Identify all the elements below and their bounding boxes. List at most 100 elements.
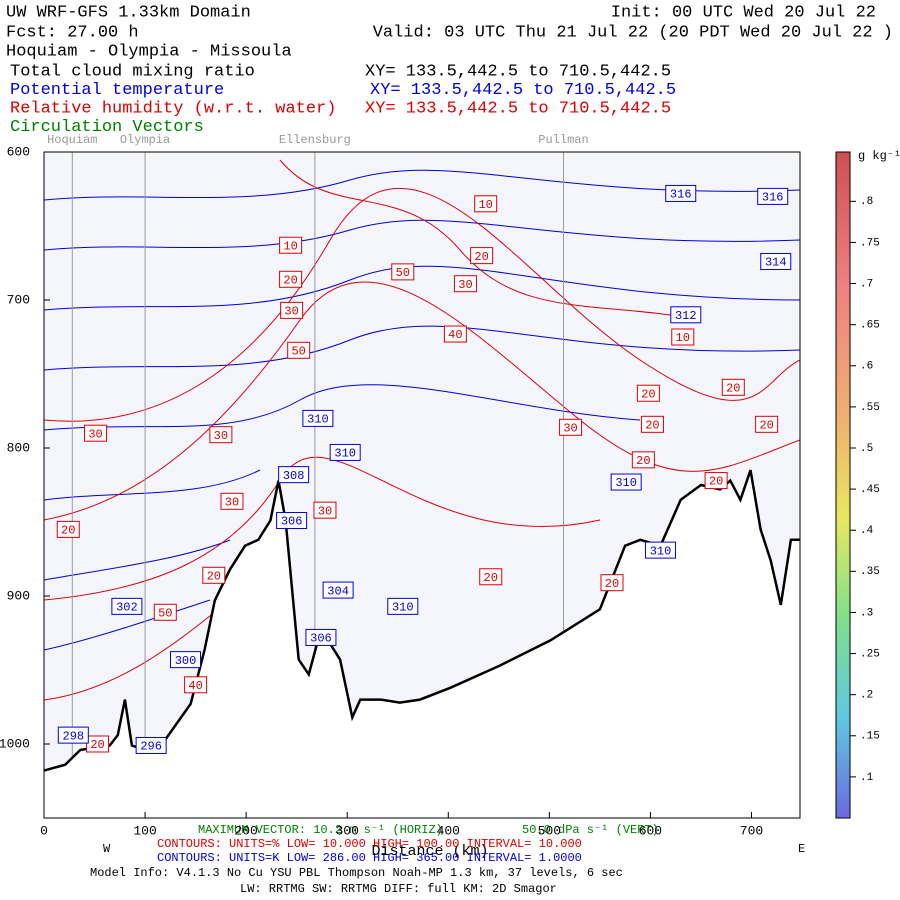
colorbar-tick-label: .3	[860, 607, 873, 619]
colorbar-tick-label: .35	[860, 566, 880, 578]
colorbar-tick-label: .15	[860, 731, 880, 743]
contour-label-box	[721, 378, 745, 396]
contour-label-box	[209, 426, 233, 444]
contour-label-text: 316	[670, 188, 692, 202]
contour-label-text: 20	[645, 418, 659, 432]
contour-label-box	[56, 520, 80, 538]
west-label: W	[103, 842, 111, 856]
y-tick-label: 700	[7, 292, 30, 307]
contour-label: 304	[322, 581, 354, 599]
colorbar	[835, 151, 851, 819]
contour-label-text: 50	[291, 344, 305, 358]
contour-label: 10	[279, 236, 303, 254]
contour-label: 20	[631, 451, 655, 469]
theta-contours: CONTOURS: UNITS=K LOW= 286.00 HIGH= 365.…	[157, 851, 582, 865]
contour-label-box	[329, 443, 361, 461]
contour-label-box	[443, 325, 467, 343]
contour-label-text: 30	[214, 429, 228, 443]
contour-label-box	[313, 501, 337, 519]
contour-label-box	[479, 568, 503, 586]
contour-label: 20	[56, 520, 80, 538]
contour-label-text: 10	[478, 198, 492, 212]
contour-label-box	[280, 301, 304, 319]
contour-label: 20	[86, 735, 110, 753]
contour-label-text: 20	[726, 381, 740, 395]
contour-label: 40	[443, 325, 467, 343]
contour-label-text: 20	[484, 571, 498, 585]
contour-label-text: 310	[650, 544, 672, 558]
fcst: Fcst: 27.00 h	[6, 23, 139, 42]
contour-label-text: 20	[636, 454, 650, 468]
contour-label-text: 306	[281, 515, 303, 529]
contour-label: 30	[453, 275, 477, 293]
contour-label: 306	[305, 628, 337, 646]
plot-frame	[43, 151, 801, 819]
field-name: Total cloud mixing ratio	[10, 62, 255, 81]
contour-label-box	[302, 409, 334, 427]
contour-label-text: 296	[140, 740, 162, 754]
contour-label-text: 50	[396, 266, 410, 280]
colorbar-tick-label: .7	[860, 278, 873, 290]
y-tick-label: 900	[7, 588, 30, 603]
rh-contours: CONTOURS: UNITS=% LOW= 10.000 HIGH= 100.…	[157, 837, 582, 851]
x-tick-label: 600	[639, 823, 662, 838]
contour-label-text: 20	[709, 475, 723, 489]
init: Init: 00 UTC Wed 20 Jul 22	[611, 3, 876, 22]
contour-label-box	[470, 247, 494, 265]
theta-line	[44, 384, 641, 431]
x-tick-label: 700	[740, 823, 763, 838]
valid: Valid: 03 UTC Thu 21 Jul 22 (20 PDT Wed …	[373, 23, 893, 42]
model-info: Model Info: V4.1.3 No Cu YSU PBL Thompso…	[90, 866, 623, 880]
contour-label: 40	[184, 676, 208, 694]
x-tick-label: 300	[336, 823, 359, 838]
contour-label-text: 20	[605, 577, 619, 591]
contour-label-box	[665, 184, 697, 202]
x-tick-label: 500	[538, 823, 561, 838]
contour-label: 296	[135, 736, 167, 754]
contour-label-text: 310	[615, 476, 637, 490]
contour-label-box	[671, 328, 695, 346]
contour-label-box	[279, 236, 303, 254]
contour-label-box	[600, 574, 624, 592]
contour-label-text: 20	[759, 418, 773, 432]
contour-label-text: 10	[676, 331, 690, 345]
contour-label-text: 314	[765, 256, 787, 270]
route: Hoquiam - Olympia - Missoula	[6, 42, 292, 61]
contour-label-box	[322, 581, 354, 599]
contour-label: 310	[329, 443, 361, 461]
contour-label: 302	[111, 597, 143, 615]
theta-line	[44, 265, 800, 311]
contour-label: 50	[153, 603, 177, 621]
location-label: Olympia	[120, 133, 170, 147]
contour-label-text: 20	[283, 273, 297, 287]
contour-label: 20	[755, 415, 779, 433]
field-name: Relative humidity (w.r.t. water)	[10, 99, 336, 118]
contour-label-text: 300	[175, 654, 197, 668]
location-label: Ellensburg	[279, 133, 351, 147]
contour-label-box	[559, 418, 583, 436]
contour-label: 316	[757, 187, 789, 205]
contour-label-box	[636, 384, 660, 402]
contour-label-box	[86, 735, 110, 753]
contour-label-text: 310	[334, 447, 356, 461]
contour-label-text: 306	[310, 632, 332, 646]
contour-label: 310	[387, 597, 419, 615]
contour-label-box	[276, 512, 308, 530]
colorbar-tick-label: .1	[860, 772, 874, 784]
contour-label: 30	[209, 426, 233, 444]
contour-label: 10	[474, 195, 498, 213]
contour-label: 306	[276, 512, 308, 530]
x-tick-label: 100	[133, 823, 156, 838]
contour-label-box	[153, 603, 177, 621]
rh-line	[279, 159, 701, 321]
contour-label: 20	[470, 247, 494, 265]
contour-label-text: 30	[563, 421, 577, 435]
theta-line	[44, 539, 231, 581]
contour-label-box	[610, 473, 642, 491]
contour-label-text: 20	[641, 387, 655, 401]
max-vector-h: MAXIMUM VECTOR: 10.2 m s⁻¹ (HORIZ)	[198, 823, 443, 837]
contour-label-text: 30	[458, 278, 472, 292]
contour-label-text: 20	[61, 524, 75, 538]
